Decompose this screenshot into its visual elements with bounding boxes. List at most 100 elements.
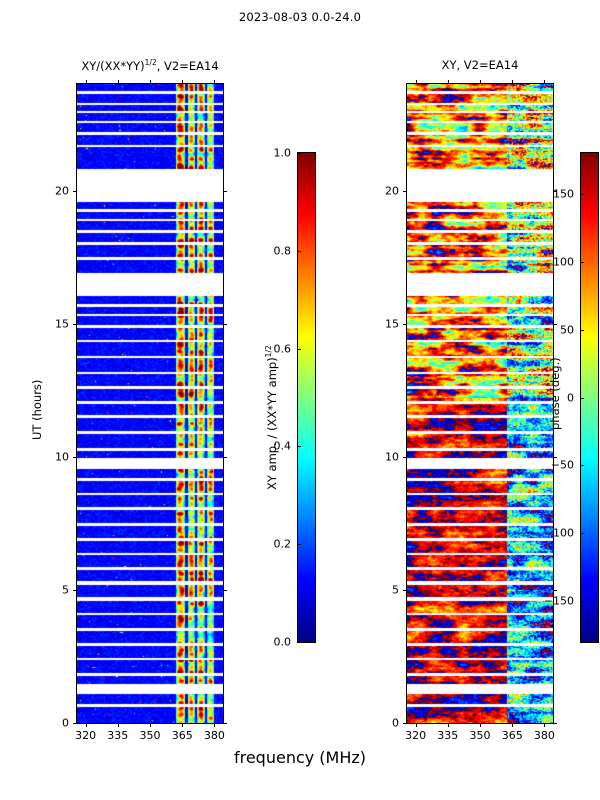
x-tick-label: 320 — [405, 729, 427, 742]
x-tick-label: 320 — [75, 729, 97, 742]
y-tick-right — [223, 456, 227, 458]
colorbar-tick — [297, 153, 301, 154]
colorbar-tick-label: −100 — [543, 526, 574, 540]
x-tick-top — [447, 80, 449, 84]
colorbar-tick-label: 100 — [553, 255, 574, 269]
y-tick-label: 5 — [392, 583, 399, 597]
colorbar-tick — [297, 544, 301, 546]
coherence-colorbar-label-main: XY amp. / (XX*YY amp) — [264, 357, 279, 490]
x-tick-label: 335 — [107, 729, 129, 742]
y-tick-label: 20 — [385, 184, 399, 197]
colorbar-tick — [580, 601, 584, 603]
phase-heatmap-canvas — [407, 84, 553, 723]
colorbar-tick-label: 1.0 — [273, 146, 292, 160]
coherence-colorbar[interactable] — [297, 152, 316, 643]
figure-suptitle: 2023-08-03 0.0-24.0 — [238, 10, 362, 24]
x-tick-top — [117, 80, 119, 84]
left-panel-title-tail: , V2=EA14 — [156, 58, 219, 73]
colorbar-tick — [297, 446, 301, 448]
y-tick — [73, 190, 77, 192]
x-tick — [480, 723, 481, 727]
left-panel-title-main: XY/(XX*YY) — [81, 58, 145, 73]
x-tick-top — [85, 80, 87, 84]
y-tick-right — [223, 323, 227, 325]
x-tick-top — [415, 80, 417, 84]
y-tick-right — [553, 589, 557, 591]
colorbar-tick — [580, 465, 584, 467]
x-axis-label: frequency (MHz) — [233, 748, 367, 767]
y-tick-label: 0 — [62, 716, 69, 730]
x-tick-label: 365 — [501, 729, 523, 742]
x-tick — [415, 723, 417, 727]
x-tick-label: 350 — [139, 729, 161, 742]
x-tick-label: 380 — [533, 729, 555, 742]
y-tick — [403, 589, 407, 591]
coherence-colorbar-label: XY amp. / (XX*YY amp)1/2 — [264, 345, 279, 490]
x-tick-label: 380 — [203, 729, 225, 742]
y-tick-label: 10 — [385, 450, 399, 464]
x-tick — [512, 723, 514, 727]
colorbar-tick-label: 0 — [567, 391, 574, 404]
coherence-colorbar-label-exponent: 1/2 — [264, 345, 273, 358]
x-tick — [182, 723, 184, 727]
colorbar-tick — [297, 250, 301, 252]
x-tick — [150, 723, 151, 727]
y-tick-right — [223, 589, 227, 591]
phase-colorbar-label: phase (deg.) — [548, 357, 562, 430]
y-tick-right — [223, 190, 227, 192]
x-tick-label: 365 — [171, 729, 193, 742]
coherence-colorbar-canvas — [298, 153, 315, 642]
colorbar-tick-label: 50 — [560, 323, 574, 337]
colorbar-tick-label: 0.0 — [273, 635, 292, 649]
x-tick — [447, 723, 449, 727]
x-tick — [544, 723, 546, 727]
x-tick — [117, 723, 119, 727]
colorbar-tick-label: 0.8 — [273, 244, 292, 258]
left-panel-title-exponent: 1/2 — [144, 58, 157, 67]
x-tick-top — [512, 80, 514, 84]
colorbar-tick — [297, 348, 301, 350]
y-tick — [73, 589, 77, 591]
y-tick — [403, 323, 407, 325]
coherence-heatmap-panel[interactable] — [76, 83, 224, 724]
x-tick — [85, 723, 87, 727]
x-tick-top — [214, 80, 216, 84]
colorbar-tick — [580, 193, 584, 195]
phase-heatmap-panel[interactable] — [406, 83, 554, 724]
y-tick — [73, 456, 77, 458]
x-tick-top — [480, 80, 481, 84]
x-tick — [214, 723, 216, 727]
colorbar-tick-label: −150 — [543, 594, 574, 608]
x-tick-top — [182, 80, 184, 84]
coherence-heatmap-canvas — [77, 84, 223, 723]
colorbar-tick — [297, 642, 301, 643]
x-tick-top — [150, 80, 151, 84]
y-tick-label: 0 — [392, 716, 399, 730]
y-tick-label: 15 — [55, 317, 69, 331]
colorbar-tick-label: 0.4 — [273, 439, 292, 453]
x-tick-label: 350 — [469, 729, 491, 742]
y-tick-right — [553, 456, 557, 458]
phase-colorbar-canvas — [581, 153, 598, 642]
y-axis-label: UT (hours) — [30, 379, 44, 440]
y-tick — [73, 723, 77, 724]
x-tick-label: 335 — [437, 729, 459, 742]
right-panel-title: XY, V2=EA14 — [441, 58, 519, 72]
y-tick — [73, 323, 77, 325]
y-tick — [403, 723, 407, 724]
y-tick-right — [553, 190, 557, 192]
colorbar-tick-label: 150 — [553, 187, 574, 201]
colorbar-tick-label: 0.2 — [273, 537, 292, 551]
colorbar-tick-label: 0.6 — [273, 342, 292, 356]
colorbar-tick — [580, 329, 584, 331]
y-tick — [403, 456, 407, 458]
x-tick-top — [544, 80, 546, 84]
y-tick-label: 20 — [55, 184, 69, 197]
y-tick-right — [553, 723, 557, 724]
y-tick-right — [223, 723, 227, 724]
colorbar-tick — [580, 261, 584, 263]
colorbar-tick — [580, 397, 584, 399]
left-panel-title: XY/(XX*YY)1/2, V2=EA14 — [20, 58, 280, 73]
y-tick-label: 10 — [55, 450, 69, 464]
y-tick-label: 15 — [385, 317, 399, 331]
